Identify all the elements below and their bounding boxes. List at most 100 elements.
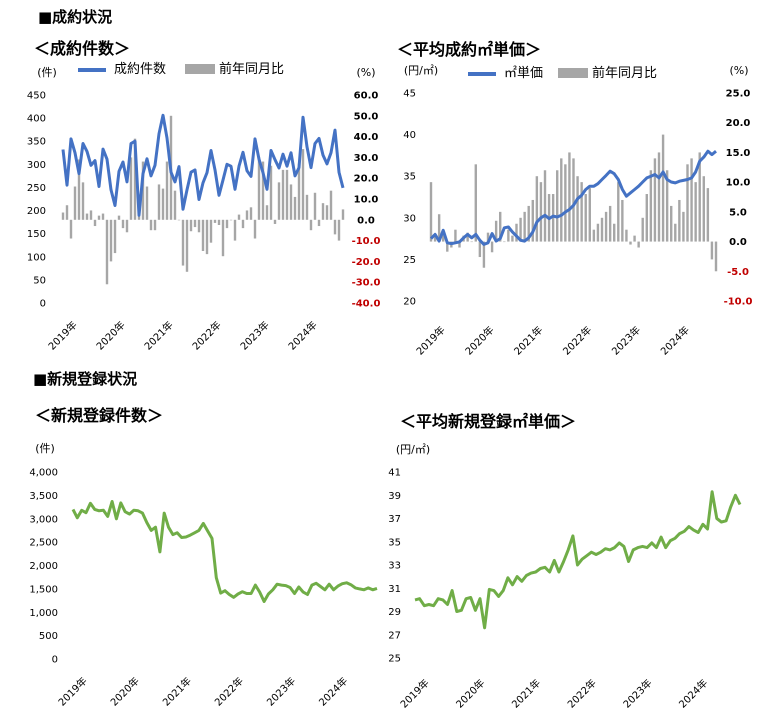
contract-count-left-tick: 300 — [27, 160, 46, 171]
contract-unit-price-bar — [486, 232, 490, 242]
contract-unit-price-x-tick: 2021年 — [511, 323, 545, 357]
contract-unit-price-left-unit: (円/㎡) — [404, 64, 438, 77]
contract-unit-price-x-tick: 2024年 — [658, 323, 692, 357]
contract-count-x-tick: 2024年 — [285, 318, 319, 352]
contract-count-bar — [97, 215, 101, 220]
contract-count-bar — [257, 157, 261, 220]
contract-count-bar — [245, 210, 249, 220]
contract-unit-price-right-tick: 20.0 — [726, 118, 751, 129]
registration-unit-price-title: ＜平均新規登録㎡単価＞ — [400, 412, 577, 431]
contract-count-bar — [141, 161, 145, 220]
contract-unit-price-bar — [494, 220, 498, 242]
contract-count-bar — [105, 219, 109, 285]
contract-count-bar — [153, 219, 157, 231]
contract-count-bar — [341, 209, 345, 220]
contract-count-bar — [261, 161, 265, 220]
registration-count-x-tick: 2022年 — [212, 674, 246, 708]
contract-unit-price-bar — [641, 217, 644, 242]
registration-count-left-tick: 4,000 — [29, 468, 58, 479]
contract-unit-price-left-tick: 40 — [403, 130, 416, 141]
registration-unit-price-x-tick: 2019年 — [397, 676, 431, 710]
contract-count-bar — [193, 219, 197, 228]
contract-count-bar — [313, 192, 317, 220]
contract-count-bar — [77, 159, 81, 220]
contract-unit-price-bar — [560, 158, 563, 242]
contract-count-bar — [285, 169, 289, 220]
contract-unit-price-right-tick: 25.0 — [726, 89, 751, 100]
registration-count-left-tick: 3,500 — [29, 491, 58, 502]
contract-unit-price-bar — [458, 241, 461, 248]
contract-unit-price-left-tick: 45 — [403, 89, 416, 100]
contract-count-bar — [249, 207, 253, 220]
contract-unit-price-bar — [702, 176, 705, 242]
contract-unit-price-bar — [617, 182, 620, 242]
contract-unit-price-left-tick: 35 — [403, 172, 416, 183]
contract-count-bar — [273, 219, 277, 224]
contract-unit-price-bar — [531, 199, 534, 242]
registration-count-left-tick: 2,000 — [29, 561, 58, 572]
contract-unit-price-right-tick: 10.0 — [726, 178, 751, 189]
registration-count-left-tick: 500 — [39, 631, 58, 642]
contract-unit-price-left-tick: 25 — [403, 255, 416, 266]
registration-unit-price-left-tick: 37 — [388, 514, 401, 525]
contract-unit-price-bar — [670, 205, 673, 242]
contract-unit-price-right-tick: 15.0 — [726, 148, 751, 159]
contract-unit-price-bar — [437, 214, 441, 242]
registration-unit-price-left-tick: 31 — [388, 584, 401, 595]
contract-unit-price-bar — [600, 217, 604, 242]
registration-unit-price-line — [414, 490, 742, 630]
contract-unit-price-bar — [633, 235, 636, 242]
contract-unit-price-x-tick: 2019年 — [413, 323, 447, 357]
contract-unit-price-bar — [674, 223, 677, 242]
registrations-section-title: ■新規登録状況 — [33, 370, 138, 388]
contract-count-bar — [241, 219, 245, 229]
contract-count-bar — [85, 213, 89, 220]
contract-count-bar — [233, 219, 237, 241]
contract-count-bar — [289, 184, 293, 220]
contract-count-legend-line-swatch — [78, 68, 106, 72]
contract-unit-price-legend-line-label: ㎡単価 — [504, 65, 543, 81]
contract-unit-price-bar — [442, 233, 445, 242]
contract-unit-price-bar — [608, 205, 612, 242]
contract-unit-price-bar — [478, 241, 482, 258]
contract-count-bar — [185, 219, 189, 272]
contract-count-bar — [61, 212, 65, 220]
registration-unit-price-left-tick: 25 — [388, 654, 401, 665]
contract-unit-price-bar — [625, 229, 628, 242]
contract-count-bar — [325, 205, 329, 220]
contract-count-legend-bar-swatch — [185, 64, 215, 74]
contract-unit-price-bar — [556, 170, 559, 242]
contract-count-right-tick: -20.0 — [352, 257, 381, 268]
contract-count-bar — [221, 219, 225, 257]
contract-count-bar — [269, 165, 273, 220]
contract-unit-price-bar — [710, 241, 714, 260]
contract-unit-price-bar — [470, 241, 473, 243]
registration-count-x-tick: 2024年 — [316, 674, 350, 708]
contract-unit-price-bar — [604, 211, 608, 242]
contract-count-bar — [309, 219, 313, 231]
contract-unit-price-bar — [653, 158, 657, 242]
contract-count-bar — [69, 219, 73, 239]
contract-count-bar — [305, 194, 309, 220]
contract-count-left-unit: (件) — [37, 66, 57, 79]
registration-unit-price-x-tick: 2023年 — [620, 676, 654, 710]
contract-unit-price-right-tick: 5.0 — [729, 207, 747, 218]
contract-count-bar — [125, 219, 129, 233]
contract-unit-price-bar — [543, 170, 547, 242]
contract-unit-price-legend-line-swatch — [468, 72, 496, 76]
registration-unit-price-left-unit: (円/㎡) — [396, 443, 430, 456]
contract-unit-price-bar — [661, 134, 665, 242]
contract-unit-price-bar — [523, 211, 526, 242]
contract-unit-price-right-unit: (%) — [729, 64, 748, 77]
contract-count-left-tick: 250 — [27, 183, 46, 194]
contract-count-bar — [161, 188, 165, 220]
contract-unit-price-left-tick: 30 — [403, 213, 416, 224]
contract-unit-price-x-tick: 2023年 — [609, 323, 643, 357]
contract-count-bar — [73, 186, 77, 220]
contract-unit-price-bar — [535, 176, 539, 242]
registration-unit-price-left-tick: 29 — [388, 607, 401, 618]
registration-unit-price-x-tick: 2022年 — [565, 676, 599, 710]
registration-count-x-tick: 2020年 — [108, 674, 142, 708]
contract-count-x-tick: 2020年 — [93, 318, 127, 352]
contract-unit-price-legend-bar-label: 前年同月比 — [592, 65, 657, 81]
